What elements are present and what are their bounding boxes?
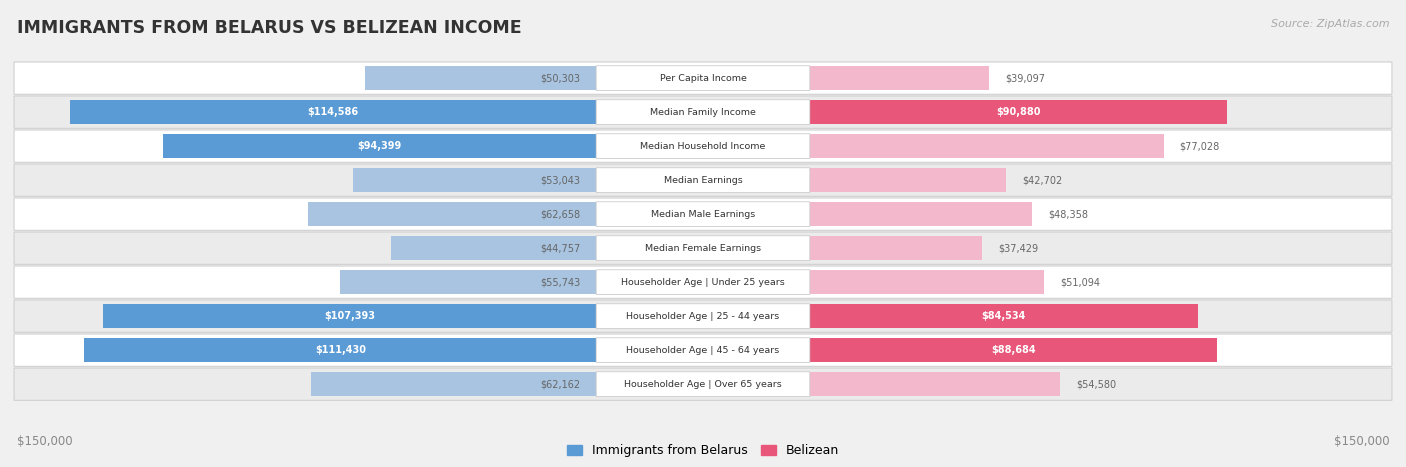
Bar [810,304,1198,328]
Bar [353,168,596,192]
Text: $150,000: $150,000 [17,435,73,448]
Text: $50,303: $50,303 [540,73,581,83]
Bar [810,168,1005,192]
Text: IMMIGRANTS FROM BELARUS VS BELIZEAN INCOME: IMMIGRANTS FROM BELARUS VS BELIZEAN INCO… [17,19,522,37]
Text: Median Female Earnings: Median Female Earnings [645,244,761,253]
Text: $150,000: $150,000 [1333,435,1389,448]
FancyBboxPatch shape [596,134,810,159]
Text: Householder Age | Under 25 years: Householder Age | Under 25 years [621,278,785,287]
Bar [103,304,596,328]
FancyBboxPatch shape [14,300,1392,333]
Text: $111,430: $111,430 [315,345,366,355]
Bar [810,338,1218,362]
FancyBboxPatch shape [14,130,1392,163]
FancyBboxPatch shape [596,372,810,396]
Text: $44,757: $44,757 [540,243,581,253]
Bar [810,270,1045,294]
Bar [311,372,596,396]
FancyBboxPatch shape [596,66,810,91]
Bar [163,134,596,158]
FancyBboxPatch shape [14,96,1392,128]
Bar [810,66,990,91]
FancyBboxPatch shape [596,202,810,226]
FancyBboxPatch shape [596,304,810,329]
Text: Householder Age | 45 - 64 years: Householder Age | 45 - 64 years [627,346,779,354]
Text: $51,094: $51,094 [1060,277,1101,287]
Text: Median Family Income: Median Family Income [650,108,756,117]
FancyBboxPatch shape [14,334,1392,366]
Text: $88,684: $88,684 [991,345,1036,355]
Text: Per Capita Income: Per Capita Income [659,74,747,83]
FancyBboxPatch shape [14,232,1392,264]
Text: Source: ZipAtlas.com: Source: ZipAtlas.com [1271,19,1389,28]
Bar [70,100,596,124]
FancyBboxPatch shape [596,338,810,362]
Bar [810,134,1164,158]
Text: $114,586: $114,586 [308,107,359,117]
Bar [308,202,596,226]
FancyBboxPatch shape [14,368,1392,400]
Bar [810,236,981,261]
Text: $77,028: $77,028 [1180,141,1220,151]
Text: $53,043: $53,043 [540,175,581,185]
Text: $42,702: $42,702 [1022,175,1063,185]
Text: $107,393: $107,393 [325,311,375,321]
Bar [340,270,596,294]
Bar [810,202,1032,226]
Text: $84,534: $84,534 [981,311,1026,321]
FancyBboxPatch shape [596,100,810,125]
Text: $55,743: $55,743 [540,277,581,287]
FancyBboxPatch shape [596,236,810,261]
Text: $37,429: $37,429 [998,243,1038,253]
Text: Median Earnings: Median Earnings [664,176,742,184]
Text: Median Household Income: Median Household Income [640,142,766,151]
Text: $54,580: $54,580 [1077,379,1116,389]
FancyBboxPatch shape [14,164,1392,196]
FancyBboxPatch shape [14,198,1392,230]
Bar [366,66,596,91]
Bar [391,236,596,261]
Text: $39,097: $39,097 [1005,73,1046,83]
FancyBboxPatch shape [596,168,810,192]
Bar [810,372,1060,396]
Text: $48,358: $48,358 [1047,209,1088,219]
FancyBboxPatch shape [14,62,1392,94]
Text: Householder Age | Over 65 years: Householder Age | Over 65 years [624,380,782,389]
Bar [810,100,1227,124]
Text: $90,880: $90,880 [997,107,1040,117]
Text: $62,162: $62,162 [540,379,581,389]
Legend: Immigrants from Belarus, Belizean: Immigrants from Belarus, Belizean [562,439,844,462]
FancyBboxPatch shape [596,270,810,295]
Text: $94,399: $94,399 [357,141,402,151]
Text: Householder Age | 25 - 44 years: Householder Age | 25 - 44 years [627,311,779,321]
Text: $62,658: $62,658 [540,209,581,219]
Text: Median Male Earnings: Median Male Earnings [651,210,755,219]
Bar [84,338,596,362]
FancyBboxPatch shape [14,266,1392,298]
